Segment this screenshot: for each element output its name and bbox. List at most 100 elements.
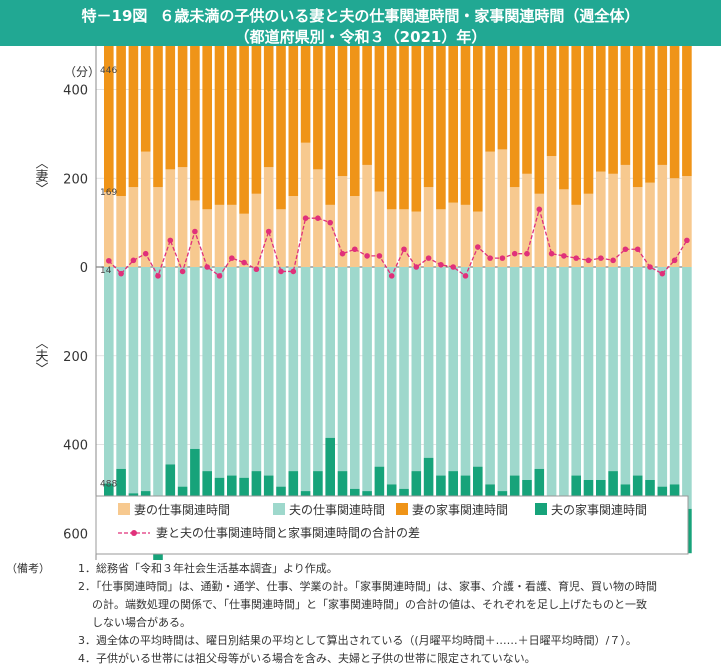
bar-husband-house bbox=[165, 464, 176, 525]
bar-wife-work bbox=[350, 196, 360, 267]
diff-point bbox=[352, 246, 358, 253]
bar-wife-work bbox=[571, 204, 581, 267]
diff-point bbox=[216, 273, 223, 279]
diff-point bbox=[450, 264, 457, 270]
bar-wife-work bbox=[128, 187, 139, 267]
bar-wife-work bbox=[177, 167, 188, 267]
diff-point bbox=[462, 273, 469, 279]
bar-husband-work bbox=[534, 267, 545, 469]
bar-husband-work bbox=[423, 267, 434, 458]
bar-wife-house bbox=[436, 46, 446, 210]
bar-husband-work bbox=[559, 267, 569, 498]
bar-wife-work bbox=[239, 213, 249, 267]
legend-label: 妻の仕事関連時間 bbox=[134, 503, 230, 517]
bar-husband-work bbox=[190, 267, 200, 449]
legend-swatch bbox=[273, 503, 285, 515]
diff-point bbox=[179, 268, 186, 275]
y-tick-label: 600 bbox=[63, 527, 88, 542]
bar-wife-work bbox=[386, 209, 397, 267]
data-label: 169 bbox=[100, 188, 117, 198]
bar-wife-house bbox=[473, 46, 483, 212]
bar-wife-work bbox=[645, 182, 655, 267]
diff-point bbox=[659, 270, 666, 277]
bar-wife-work bbox=[559, 189, 569, 267]
bar-wife-house bbox=[546, 46, 557, 157]
legend-swatch bbox=[535, 503, 547, 515]
bar-wife-house bbox=[202, 46, 212, 210]
bar-husband-work bbox=[411, 267, 422, 472]
diff-point bbox=[278, 268, 284, 275]
bar-husband-work bbox=[300, 267, 311, 492]
bar-husband-work bbox=[485, 267, 495, 485]
diff-point bbox=[327, 219, 334, 226]
bar-wife-house bbox=[227, 46, 237, 205]
diff-point bbox=[265, 228, 272, 235]
legend-marker bbox=[131, 530, 137, 536]
bar-wife-house bbox=[313, 46, 323, 170]
bar-wife-house bbox=[128, 46, 139, 188]
diff-point bbox=[425, 255, 432, 261]
bar-husband-work bbox=[583, 267, 594, 480]
bar-husband-work bbox=[288, 267, 299, 472]
bar-wife-work bbox=[436, 209, 446, 267]
data-label: 446 bbox=[100, 66, 117, 76]
bar-husband-work bbox=[313, 267, 323, 472]
bar-husband-house bbox=[473, 466, 483, 523]
bar-wife-house bbox=[632, 46, 643, 188]
note-item: の計。端数処理の関係で、「仕事関連時間」と「家事関連時間」の合計の値は、それぞれ… bbox=[92, 598, 648, 611]
bar-wife-house bbox=[214, 46, 225, 205]
bar-husband-work bbox=[227, 267, 237, 476]
bar-husband-work bbox=[116, 267, 126, 469]
bar-husband-work bbox=[645, 267, 655, 480]
bar-husband-work bbox=[350, 267, 360, 489]
y-tick-label: 400 bbox=[63, 84, 88, 99]
bar-wife-house bbox=[116, 46, 126, 196]
figure-header: 特－19図 ６歳未満の子供のいる妻と夫の仕事関連時間・家事関連時間（週全体） （都… bbox=[0, 0, 721, 46]
legend-label: 妻と夫の仕事関連時間と家事関連時間の合計の差 bbox=[156, 525, 420, 540]
bar-wife-work bbox=[300, 142, 311, 267]
bar-wife-house bbox=[596, 46, 606, 172]
diff-point bbox=[561, 253, 567, 259]
bar-husband-work bbox=[214, 267, 225, 478]
legend-swatch bbox=[118, 503, 130, 515]
diff-point bbox=[376, 253, 383, 259]
y-unit-label: （分） bbox=[64, 65, 100, 79]
diff-point bbox=[229, 255, 235, 261]
bar-husband-work bbox=[202, 267, 212, 472]
bar-wife-work bbox=[448, 202, 458, 267]
wife-axis-label: 〈妻〉 bbox=[33, 156, 49, 195]
legend-label: 夫の仕事関連時間 bbox=[289, 503, 385, 517]
bar-husband-house bbox=[325, 437, 335, 512]
bar-husband-work bbox=[571, 267, 581, 476]
bar-husband-work bbox=[657, 267, 668, 487]
bar-wife-house bbox=[263, 46, 274, 168]
data-label: 14 bbox=[100, 266, 112, 276]
bar-wife-house bbox=[239, 46, 249, 214]
diff-point bbox=[241, 259, 247, 266]
bar-wife-house bbox=[190, 46, 200, 201]
diff-point bbox=[487, 255, 493, 261]
legend-swatch bbox=[396, 503, 408, 515]
figure-title: ６歳未満の子供のいる妻と夫の仕事関連時間・家事関連時間（週全体） bbox=[159, 7, 640, 25]
chart-area: 8006004002000200400600800（分）〈妻〉〈夫〉 全国北海道… bbox=[33, 46, 692, 560]
bar-wife-house bbox=[337, 46, 348, 177]
y-tick-label: 200 bbox=[63, 350, 88, 365]
bar-wife-work bbox=[263, 167, 274, 267]
diff-point bbox=[438, 261, 444, 268]
bar-husband-work bbox=[104, 267, 114, 484]
y-tick-label: 0 bbox=[80, 261, 88, 276]
bar-husband-work bbox=[325, 267, 335, 438]
bar-wife-house bbox=[362, 46, 372, 165]
note-item: 2．「仕事関連時間」は、通勤・通学、仕事、学業の計。「家事関連時間」は、家事、介… bbox=[78, 580, 657, 593]
bar-husband-work bbox=[682, 267, 692, 509]
legend-label: 妻の家事関連時間 bbox=[412, 502, 508, 517]
diff-point bbox=[302, 215, 309, 221]
bar-husband-work bbox=[362, 267, 372, 492]
diff-point bbox=[684, 237, 690, 244]
bar-wife-work bbox=[583, 193, 594, 267]
diff-point bbox=[106, 257, 112, 264]
note-item: しない場合がある。 bbox=[92, 616, 191, 629]
bar-husband-work bbox=[239, 267, 249, 478]
diff-point bbox=[130, 257, 137, 264]
bar-husband-work bbox=[386, 267, 397, 485]
